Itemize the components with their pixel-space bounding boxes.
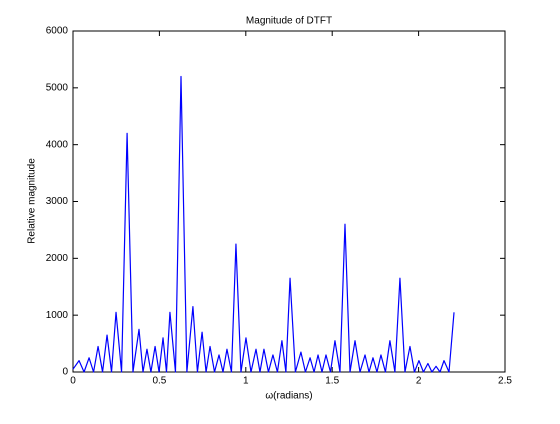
line-series (72, 75, 455, 373)
y-tick-label: 1000 (46, 310, 69, 321)
x-tick-label: 1.5 (325, 376, 339, 387)
y-tick-label: 6000 (46, 26, 69, 37)
plot-box (72, 30, 506, 373)
x-tick-label: 0.5 (152, 376, 166, 387)
x-tick-label: 1 (243, 376, 249, 387)
x-tick-label: 0 (70, 376, 76, 387)
y-tick-label: 5000 (46, 82, 69, 93)
y-tick-label: 0 (62, 367, 68, 378)
y-tick-label: 3000 (46, 196, 69, 207)
x-tick-label: 2.5 (498, 376, 512, 387)
y-axis-label: Relative magnitude (27, 158, 38, 244)
chart-title: Magnitude of DTFT (246, 16, 332, 27)
y-tick-label: 2000 (46, 253, 69, 264)
x-tick-label: 2 (416, 376, 422, 387)
y-tick-label: 4000 (46, 139, 69, 150)
x-axis-label: ω(radians) (265, 391, 312, 402)
